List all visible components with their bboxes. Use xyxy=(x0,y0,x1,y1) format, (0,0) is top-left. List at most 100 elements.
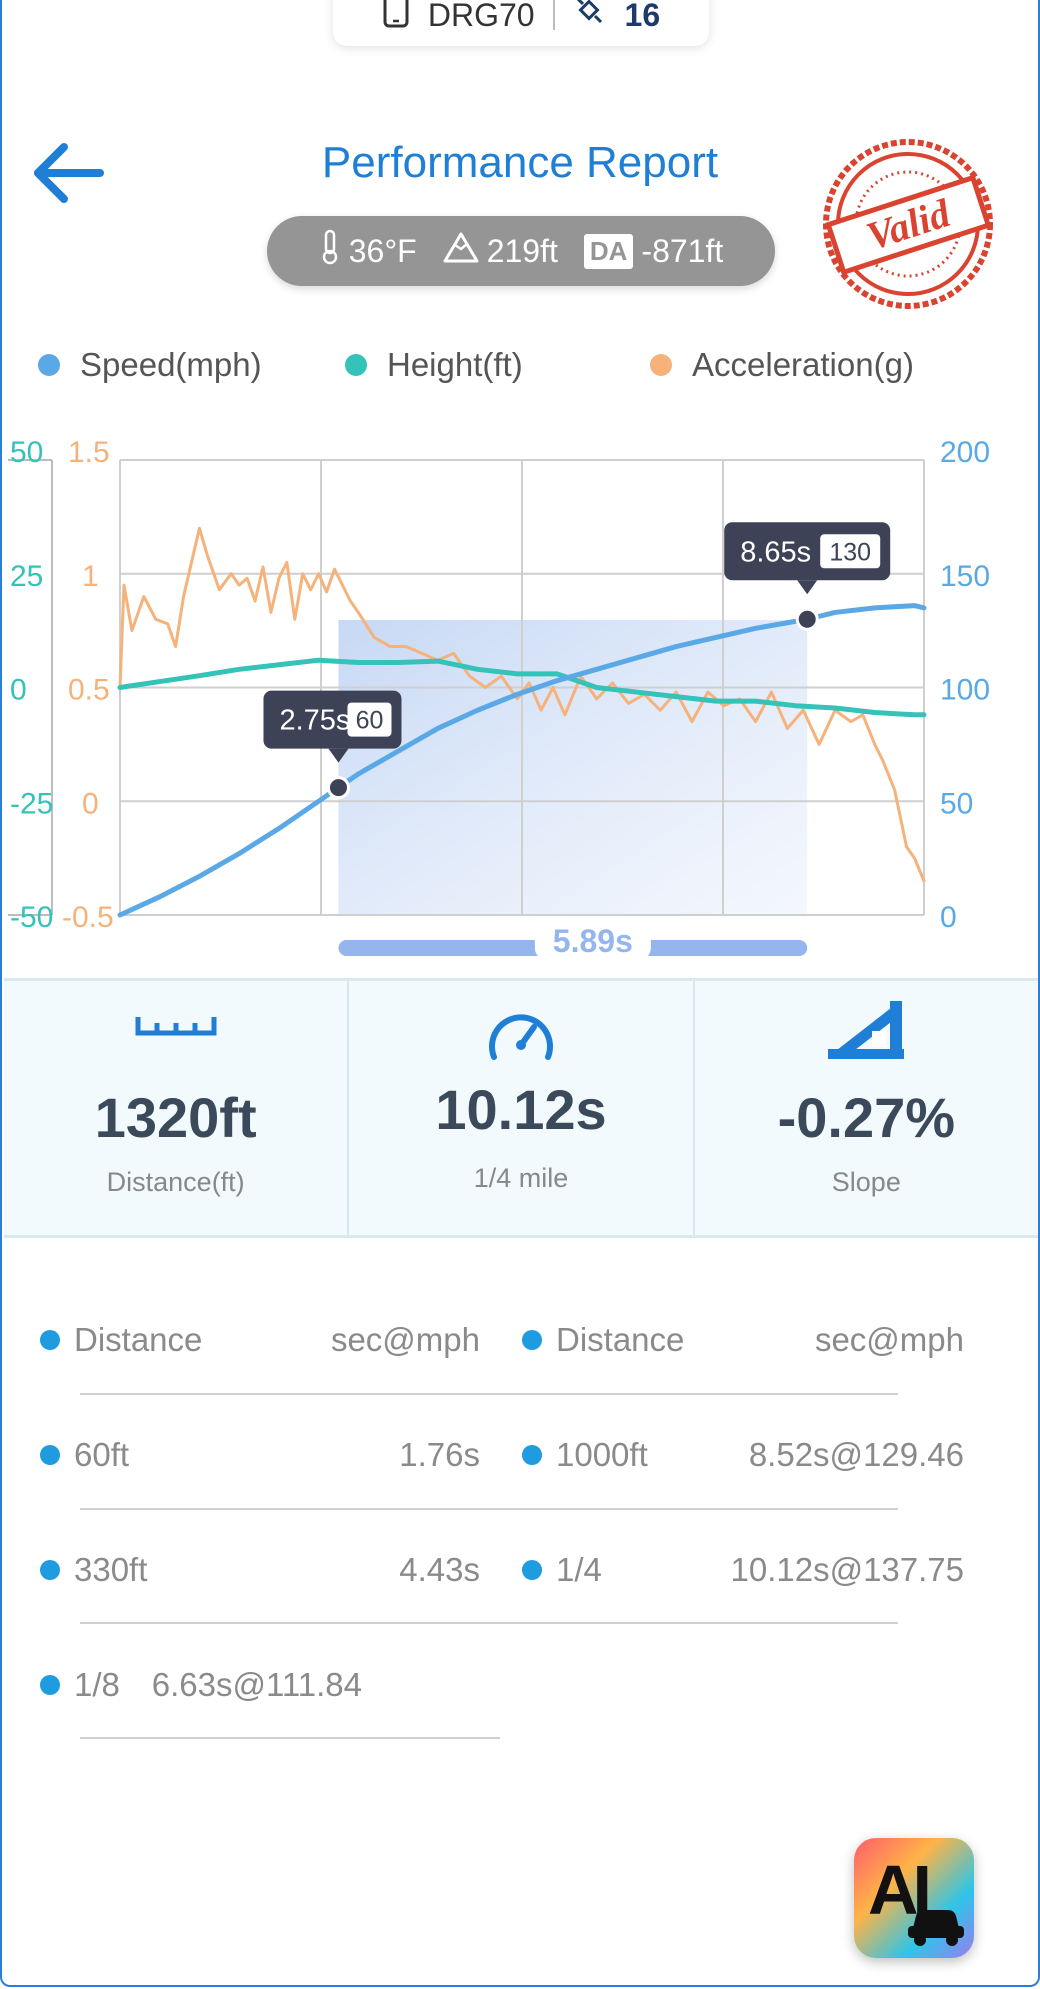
marker-point xyxy=(326,776,350,800)
density-altitude: -871ft xyxy=(641,232,724,269)
stat-slope: -0.27% Slope xyxy=(692,981,1038,1235)
header-time: sec@mph xyxy=(814,1321,964,1358)
back-arrow-icon xyxy=(34,143,104,203)
bullet xyxy=(40,1445,60,1465)
speed-tick-label: 100 xyxy=(940,674,990,707)
ai-assistant-button[interactable]: AI xyxy=(854,1838,974,1958)
temperature: 36°F xyxy=(348,232,417,269)
accel-tick-label: -0.5 xyxy=(62,901,114,934)
height-tick-label: 0 xyxy=(10,674,27,707)
speed-tick-label: 200 xyxy=(940,436,990,469)
stat-label: Slope xyxy=(831,1167,901,1197)
stats-panel: 1320ft Distance(ft) 10.12s 1/4 mile -0.2… xyxy=(4,978,1038,1238)
table-header-left: Distance sec@mph xyxy=(40,1310,480,1370)
header-time: sec@mph xyxy=(330,1321,480,1358)
table-row: 60ft 1.76s xyxy=(40,1425,480,1485)
legend-label: Height(ft) xyxy=(387,346,523,383)
height-tick-label: 50 xyxy=(10,436,43,469)
speed-tick-label: 50 xyxy=(940,787,973,820)
chart-legend: Speed(mph) Height(ft) Acceleration(g) xyxy=(0,346,1040,390)
device-chip[interactable]: DRG70 16 xyxy=(333,0,709,46)
row-divider xyxy=(80,1737,500,1739)
thermometer-icon xyxy=(319,229,341,273)
performance-chart[interactable]: 50 25 0 -25 -50 1.5 1 0.5 0 -0.5 200 150 100 50 0 2.75s… xyxy=(0,420,1040,960)
phone-icon xyxy=(382,0,410,36)
marker-speed: 60 xyxy=(356,707,384,735)
divider xyxy=(552,0,555,30)
accel-tick-label: 1.5 xyxy=(68,436,110,469)
table-header-right: Distance sec@mph xyxy=(522,1310,964,1370)
speed-tick-label: 0 xyxy=(940,901,957,934)
tooltip-pointer xyxy=(797,580,818,595)
valid-stamp: Valid xyxy=(823,139,993,309)
height-tick-label: -25 xyxy=(10,787,53,820)
speedometer-icon xyxy=(489,1014,553,1060)
bullet xyxy=(522,1560,542,1580)
legend-label: Acceleration(g) xyxy=(692,346,914,383)
split-time: 1.76s xyxy=(399,1436,480,1473)
highlight-region xyxy=(338,620,808,915)
bullet xyxy=(522,1445,542,1465)
table-row: 1/4 10.12s@137.75 xyxy=(522,1540,964,1600)
accel-tick-label: 1 xyxy=(82,560,99,593)
legend-dot xyxy=(345,354,367,376)
legend-dot xyxy=(650,354,672,376)
series-line-height_left xyxy=(117,657,927,718)
stat-label: Distance(ft) xyxy=(106,1167,245,1197)
stat-label: 1/4 mile xyxy=(473,1163,569,1193)
tooltip-pointer xyxy=(328,748,349,763)
split-distance: 1000ft xyxy=(556,1436,648,1473)
speed-tick-label: 150 xyxy=(940,560,990,593)
split-time: 4.43s xyxy=(399,1551,480,1588)
accel-tick-label: 0 xyxy=(82,787,99,820)
marker-speed: 130 xyxy=(829,538,871,566)
stat-value: 10.12s xyxy=(435,1078,607,1141)
split-distance: 1/8 xyxy=(74,1666,120,1703)
table-row: 1000ft 8.52s@129.46 xyxy=(522,1425,964,1485)
header-distance: Distance xyxy=(74,1321,203,1358)
legend-label: Speed(mph) xyxy=(80,346,262,383)
split-time: 6.63s@111.84 xyxy=(151,1666,362,1703)
row-divider xyxy=(80,1393,898,1395)
split-time: 10.12s@137.75 xyxy=(730,1551,964,1588)
header-distance: Distance xyxy=(556,1321,685,1358)
row-divider xyxy=(80,1508,898,1510)
legend-speed[interactable]: Speed(mph) xyxy=(38,346,262,384)
legend-dot xyxy=(38,354,60,376)
height-tick-label: -50 xyxy=(10,901,53,934)
legend-height[interactable]: Height(ft) xyxy=(345,346,523,384)
bullet xyxy=(40,1330,60,1350)
marker-point xyxy=(795,607,819,631)
accel-tick-label: 0.5 xyxy=(68,674,110,707)
height-tick-label: 25 xyxy=(10,560,43,593)
satellite-count: 16 xyxy=(624,0,661,33)
split-distance: 60ft xyxy=(74,1436,130,1473)
split-time: 8.52s@129.46 xyxy=(748,1436,964,1473)
table-row: 330ft 4.43s xyxy=(40,1540,480,1600)
table-row: 1/8 6.63s@111.84 xyxy=(40,1655,482,1715)
da-badge: DA xyxy=(583,233,634,269)
ruler-icon xyxy=(135,1017,217,1036)
altitude: 219ft xyxy=(486,232,558,269)
marker-time: 8.65s xyxy=(740,536,811,568)
row-divider xyxy=(80,1622,898,1624)
marker-speed-badge xyxy=(820,534,881,569)
car-icon xyxy=(908,1910,964,1946)
stat-quarter-mile: 10.12s 1/4 mile xyxy=(347,981,692,1235)
slope-icon xyxy=(828,1001,905,1059)
marker-time: 2.75s xyxy=(279,705,350,737)
marker-speed-badge xyxy=(347,702,392,737)
stat-value: -0.27% xyxy=(777,1086,956,1149)
bullet xyxy=(522,1330,542,1350)
stat-distance: 1320ft Distance(ft) xyxy=(4,981,347,1235)
environment-pill: 36°F 219ft DA -871ft xyxy=(267,216,775,286)
page-title: Performance Report xyxy=(321,138,719,187)
stat-value: 1320ft xyxy=(94,1086,257,1149)
device-name: DRG70 xyxy=(427,0,535,33)
series-line-accel_left xyxy=(118,526,926,883)
mountain-icon xyxy=(443,231,479,271)
duration-label: 5.89s xyxy=(553,923,633,959)
back-button[interactable] xyxy=(30,138,110,208)
legend-acceleration[interactable]: Acceleration(g) xyxy=(650,346,914,384)
satellite-icon xyxy=(573,0,607,36)
